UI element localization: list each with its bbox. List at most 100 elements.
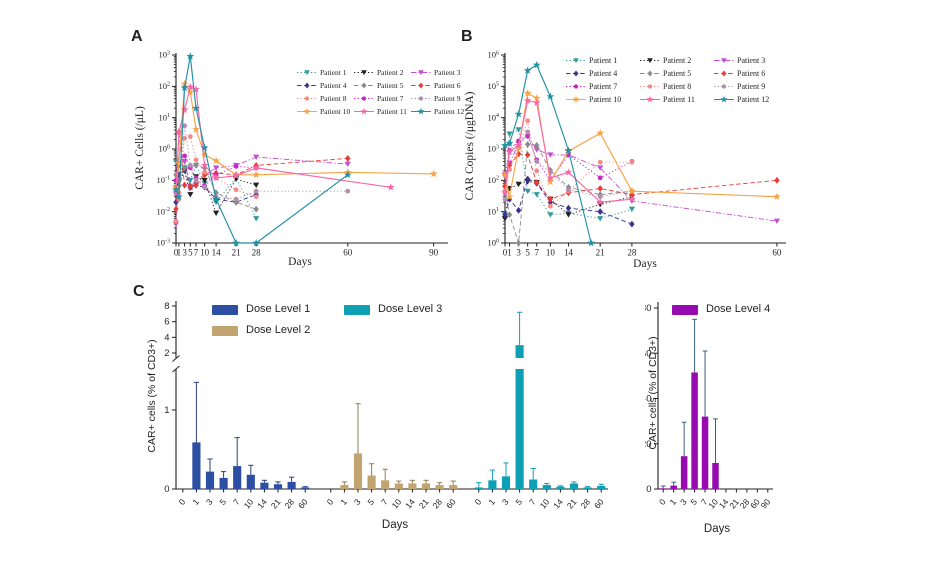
panel-b-label: B (461, 28, 473, 45)
svg-text:60: 60 (592, 497, 606, 511)
color-swatch-icon (212, 304, 238, 315)
svg-text:100: 100 (159, 144, 171, 154)
legend-item-patient-4: Patient 4 (297, 79, 354, 92)
svg-text:7: 7 (534, 248, 539, 258)
panel-b-legend: Patient 1 Patient 2 Patient 3 Patient 4 Pati… (566, 54, 790, 106)
triangle-down-marker-icon (566, 58, 586, 64)
svg-text:60: 60 (343, 248, 353, 258)
svg-text:5: 5 (365, 497, 376, 507)
svg-text:7: 7 (527, 497, 538, 507)
svg-text:1: 1 (164, 405, 169, 416)
panel-b-x-axis-title: Days (633, 258, 657, 270)
legend-item-patient-2: Patient 2 (640, 54, 714, 67)
circle-marker-icon (714, 84, 734, 89)
star-marker-icon (354, 107, 374, 115)
svg-text:106: 106 (488, 50, 500, 60)
color-swatch-icon (344, 304, 370, 315)
svg-text:0: 0 (174, 248, 179, 258)
svg-text:1: 1 (190, 497, 201, 507)
svg-text:1: 1 (177, 248, 182, 258)
svg-text:5: 5 (688, 497, 699, 507)
svg-text:20: 20 (645, 439, 652, 450)
svg-text:102: 102 (488, 175, 500, 185)
panel-b-y-axis-title: CAR Copies (/μgDNA) (464, 91, 476, 201)
diamond-marker-icon (411, 82, 431, 89)
svg-text:1: 1 (338, 497, 349, 507)
panel-a-legend: Patient 1 Patient 2 Patient 3 Patient 4 Pati… (297, 66, 469, 118)
legend-item-patient-9: Patient 9 (411, 92, 469, 105)
legend-label: Patient 9 (737, 82, 766, 91)
legend-item-patient-7: Patient 7 (566, 80, 640, 93)
panel-a-y-axis-title: CAR+ Cells (/μL) (134, 106, 146, 190)
circle-marker-icon (640, 84, 660, 89)
panel-c-right-x-axis-title: Days (703, 523, 731, 535)
legend-label: Patient 6 (434, 81, 461, 90)
star-marker-icon (411, 107, 431, 115)
diamond-marker-icon (714, 70, 734, 77)
svg-text:7: 7 (231, 497, 242, 507)
star-marker-icon (714, 95, 734, 103)
legend-item-patient-3: Patient 3 (714, 54, 790, 67)
legend-label: Dose Level 1 (246, 303, 311, 315)
svg-text:14: 14 (564, 248, 574, 258)
legend-item-dose-level-2: Dose Level 2 (212, 320, 344, 341)
svg-text:7: 7 (699, 497, 710, 507)
legend-label: Dose Level 2 (246, 324, 311, 336)
panel-c-right-y-axis-title: CAR+ cells (% of CD3+) (647, 336, 659, 450)
legend-label: Patient 4 (589, 69, 618, 78)
svg-text:103: 103 (159, 50, 171, 60)
svg-text:1: 1 (486, 497, 497, 507)
legend-label: Patient 2 (377, 68, 404, 77)
panel-c-left-y-axis-title: CAR+ cells (% of CD3+) (146, 339, 158, 453)
svg-text:60: 60 (444, 497, 458, 511)
svg-text:28: 28 (578, 497, 592, 511)
legend-label: Dose Level 4 (706, 303, 771, 315)
triangle-down-marker-icon (354, 70, 374, 76)
svg-text:60: 60 (645, 348, 652, 359)
triangle-down-marker-icon (640, 58, 660, 64)
legend-label: Dose Level 3 (378, 303, 443, 315)
color-swatch-icon (672, 304, 698, 315)
circle-marker-icon (566, 84, 586, 89)
svg-text:6: 6 (164, 317, 169, 328)
star-marker-icon (640, 95, 660, 103)
svg-text:21: 21 (417, 497, 431, 511)
legend-item-patient-1: Patient 1 (297, 66, 354, 79)
triangle-down-marker-icon (297, 70, 317, 76)
legend-item-patient-12: Patient 12 (714, 93, 790, 106)
svg-text:5: 5 (188, 248, 193, 258)
svg-text:28: 28 (627, 248, 637, 258)
svg-text:21: 21 (565, 497, 579, 511)
legend-label: Patient 8 (320, 94, 347, 103)
svg-text:21: 21 (269, 497, 283, 511)
triangle-down-marker-icon (411, 70, 431, 76)
legend-item-patient-8: Patient 8 (297, 92, 354, 105)
legend-item-patient-6: Patient 6 (714, 67, 790, 80)
svg-text:10: 10 (546, 248, 556, 258)
panel-a-chart: 10-3 10-2 10-1 100 101 102 103 01 3 5 7 10 14 21 28 60 9… (157, 50, 448, 258)
svg-text:40: 40 (645, 394, 652, 405)
svg-text:3: 3 (500, 497, 511, 507)
svg-text:104: 104 (488, 112, 500, 122)
svg-text:28: 28 (252, 248, 262, 258)
legend-item-patient-3: Patient 3 (411, 66, 469, 79)
svg-text:5: 5 (217, 497, 228, 507)
svg-text:60: 60 (772, 248, 782, 258)
diamond-marker-icon (566, 70, 586, 77)
svg-text:10-3: 10-3 (157, 238, 171, 248)
color-swatch-icon (212, 325, 238, 336)
svg-text:1: 1 (668, 497, 679, 507)
svg-text:0: 0 (473, 497, 484, 507)
panel-c-label: C (133, 283, 145, 300)
legend-label: Patient 10 (320, 107, 351, 116)
svg-text:0: 0 (325, 497, 336, 507)
svg-text:0: 0 (503, 248, 508, 258)
legend-label: Patient 12 (737, 95, 770, 104)
svg-text:0: 0 (657, 497, 668, 507)
svg-text:10: 10 (390, 497, 404, 511)
svg-text:21: 21 (596, 248, 605, 258)
legend-item-patient-12: Patient 12 (411, 105, 469, 118)
svg-text:7: 7 (379, 497, 390, 507)
legend-item-patient-11: Patient 11 (640, 93, 714, 106)
